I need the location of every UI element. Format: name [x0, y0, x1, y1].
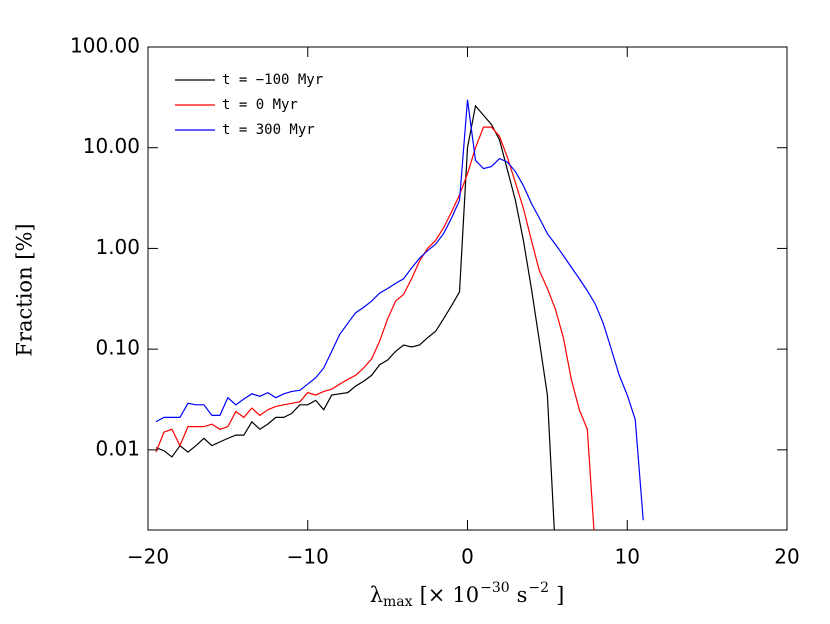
y-tick-label: 1.00: [95, 235, 140, 259]
x-tick-label: 20: [774, 545, 799, 569]
x-axis-label-part: max: [383, 594, 413, 610]
x-axis-label: λmax [× 10−30 s−2]: [370, 580, 565, 610]
y-axis-label: Fraction [%]: [13, 223, 37, 356]
x-tick-label: 10: [615, 545, 640, 569]
legend-label: t = −100 Myr: [222, 72, 323, 88]
x-axis-label-part: ]: [556, 583, 564, 607]
line-series: [155, 99, 644, 521]
x-tick-label: −10: [287, 545, 329, 569]
line-series: [155, 126, 595, 530]
y-tick-label: 0.01: [95, 436, 140, 460]
y-tick-label: 10.00: [83, 134, 140, 158]
x-tick-label: −20: [127, 545, 169, 569]
x-axis-label-part: [×: [420, 583, 446, 607]
lines: [155, 99, 644, 530]
line-series: [155, 104, 555, 530]
x-axis-label-part: −2: [528, 580, 549, 596]
x-axis-label-part: s: [517, 583, 528, 607]
plot-frame: [147, 46, 788, 531]
x-axis-label-part: 10: [452, 583, 479, 607]
x-axis-label-part: λ: [370, 583, 383, 607]
x-tick-label: 0: [461, 545, 474, 569]
legend-label: t = 300 Myr: [222, 122, 315, 138]
legend-label: t = 0 Myr: [222, 97, 298, 113]
y-tick-label: 0.10: [95, 336, 140, 360]
y-tick-label: 100.00: [70, 34, 140, 58]
x-axis-label-part: −30: [480, 580, 510, 596]
